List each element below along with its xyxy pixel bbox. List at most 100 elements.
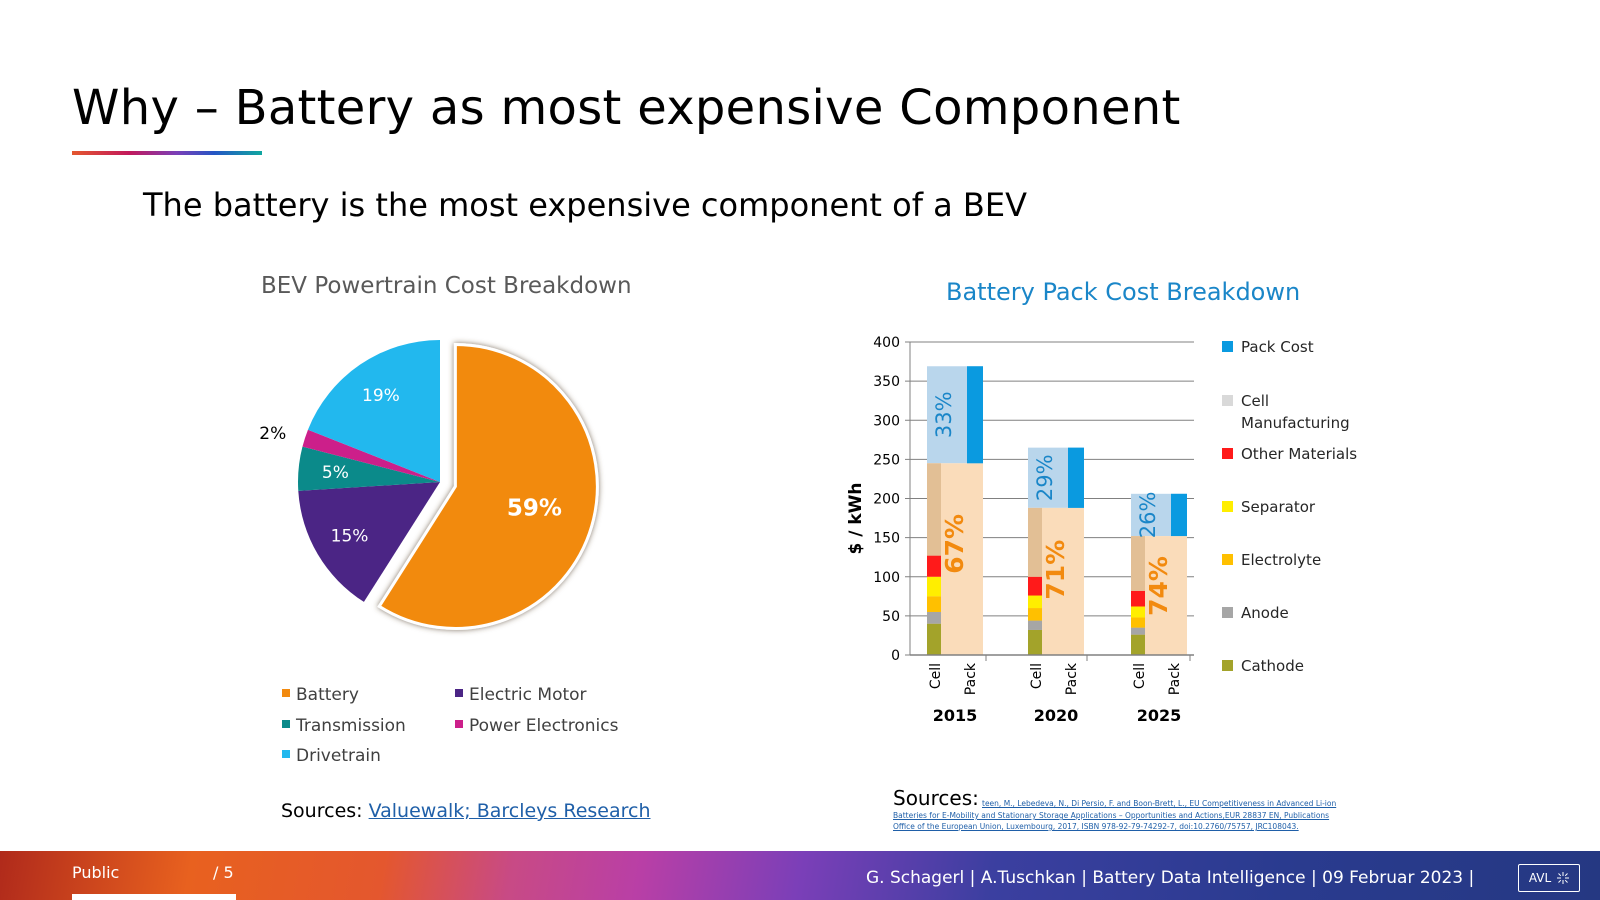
- legend-swatch-electric-motor: [455, 689, 463, 697]
- pie-chart-title: BEV Powertrain Cost Breakdown: [261, 273, 632, 299]
- bar-segment-cathode-2015: [927, 623, 941, 655]
- pie-sources-label: Sources:: [281, 800, 369, 822]
- x-sublabel-cell-2025: Cell: [1132, 663, 1148, 689]
- bar-pack-cost-2025: [1171, 493, 1187, 537]
- bar-sources-line-3[interactable]: Office of the European Union, Luxembourg…: [893, 822, 1299, 831]
- x-group-label-2025: 2025: [1137, 706, 1182, 725]
- bar-segment-cathode-2025: [1131, 634, 1145, 655]
- bar-pack-cost-2020: [1068, 447, 1084, 508]
- pie-slice-battery: [377, 342, 599, 630]
- pie-slice-power-electronics: [302, 429, 440, 482]
- bar-segment-separator-2025: [1131, 606, 1145, 618]
- pack-share-label-2015: 33%: [932, 391, 956, 438]
- sparkle-icon: [1557, 872, 1570, 884]
- pie-slice-electric-motor: [298, 482, 440, 602]
- bar-sources-line-2[interactable]: Batteries for E-Mobility and Stationary …: [893, 811, 1330, 820]
- legend-label-electric-motor: Electric Motor: [469, 685, 587, 705]
- legend-label-drivetrain: Drivetrain: [296, 746, 381, 766]
- bar-segment-anode-2025: [1131, 627, 1145, 635]
- pie-label-drivetrain: 19%: [362, 386, 400, 406]
- legend-swatch-drivetrain: [282, 750, 290, 758]
- bar-segment-anode-2015: [927, 611, 941, 624]
- bar-legend-swatch-electrolyte: [1222, 554, 1233, 565]
- slide-title: Why – Battery as most expensive Componen…: [72, 80, 1181, 136]
- legend-item-electric-motor: Electric Motor: [455, 685, 587, 705]
- footer-progress-strip: [72, 894, 236, 900]
- footer-info: G. Schagerl | A.Tuschkan | Battery Data …: [866, 868, 1475, 888]
- pie-label-power-electronics: 2%: [259, 424, 286, 444]
- bar-chart-title: Battery Pack Cost Breakdown: [946, 278, 1301, 306]
- pie-sources: Sources: Valuewalk; Barcleys Research: [281, 800, 651, 822]
- pie-label-electric-motor: 15%: [331, 526, 369, 546]
- avl-logo-text: AVL: [1528, 871, 1552, 885]
- x-sublabel-cell-2020: Cell: [1029, 663, 1045, 689]
- footer-classification: Public: [72, 863, 120, 882]
- bar-segment-cell-manufacturing-2020: [1028, 507, 1042, 577]
- legend-label-transmission: Transmission: [296, 716, 406, 736]
- cell-share-label-2025: 74%: [1144, 556, 1173, 616]
- bar-legend-swatch-separator: [1222, 501, 1233, 512]
- pie-label-battery: 59%: [507, 495, 562, 521]
- x-sublabel-pack-2025: Pack: [1167, 662, 1183, 695]
- y-tick-label: 100: [873, 570, 900, 586]
- avl-logo: AVL: [1518, 864, 1580, 892]
- bar-segment-other-materials-2015: [927, 555, 941, 577]
- footer-bar: [0, 851, 1600, 900]
- bar-segment-other-materials-2020: [1028, 576, 1042, 596]
- legend-item-transmission: Transmission: [282, 716, 406, 736]
- pie-sources-link[interactable]: Valuewalk; Barcleys Research: [368, 800, 651, 822]
- bar-legend-label-electrolyte: Electrolyte: [1241, 551, 1321, 569]
- title-underline: [72, 151, 262, 155]
- x-group-label-2020: 2020: [1034, 706, 1079, 725]
- slide-subtitle: The battery is the most expensive compon…: [143, 186, 1027, 224]
- bar-segment-electrolyte-2015: [927, 596, 941, 612]
- y-axis-label: $ / kWh: [846, 482, 866, 554]
- x-group-label-2015: 2015: [933, 706, 978, 725]
- pack-share-label-2020: 29%: [1033, 454, 1057, 501]
- legend-swatch-battery: [282, 689, 290, 697]
- bar-legend-swatch-other-materials: [1222, 448, 1233, 459]
- bar-legend-label-cell-manufacturing-line2: Manufacturing: [1241, 414, 1350, 432]
- bar-segment-cathode-2020: [1028, 629, 1042, 655]
- y-tick-label: 350: [873, 374, 900, 390]
- legend-item-battery: Battery: [282, 685, 359, 705]
- pack-share-label-2025: 26%: [1136, 492, 1160, 539]
- bar-legend-swatch-anode: [1222, 607, 1233, 618]
- bar-legend-label-separator: Separator: [1241, 498, 1316, 516]
- bar-segment-separator-2015: [927, 576, 941, 597]
- bar-segment-anode-2020: [1028, 620, 1042, 630]
- bar-sources-label: Sources:: [893, 786, 979, 810]
- bar-segment-cell-manufacturing-2015: [927, 463, 941, 556]
- bar-segment-other-materials-2025: [1131, 590, 1145, 607]
- bar-segment-separator-2020: [1028, 595, 1042, 609]
- bar-legend-label-cathode: Cathode: [1241, 657, 1304, 675]
- bar-legend-label-anode: Anode: [1241, 604, 1289, 622]
- y-tick-label: 150: [873, 531, 900, 547]
- bar-segment-electrolyte-2025: [1131, 617, 1145, 628]
- legend-swatch-power-electronics: [455, 720, 463, 728]
- pie-label-transmission: 5%: [322, 463, 349, 483]
- x-sublabel-pack-2015: Pack: [963, 662, 979, 695]
- y-tick-label: 300: [873, 413, 900, 429]
- y-tick-label: 50: [882, 609, 900, 625]
- bar-sources-line-1[interactable]: teen, M., Lebedeva, N., Di Persio, F. an…: [982, 799, 1337, 808]
- legend-item-power-electronics: Power Electronics: [455, 716, 618, 736]
- y-tick-label: 200: [873, 492, 900, 508]
- bar-legend-swatch-pack-cost: [1222, 341, 1233, 352]
- bar-segment-electrolyte-2020: [1028, 608, 1042, 621]
- bar-pack-cost-2015: [967, 366, 983, 464]
- legend-label-power-electronics: Power Electronics: [469, 716, 619, 736]
- bar-legend-label-other-materials: Other Materials: [1241, 445, 1357, 463]
- pie-slice-transmission: [298, 446, 440, 491]
- cell-share-label-2020: 71%: [1041, 540, 1070, 600]
- footer-page-number: / 5: [213, 863, 234, 882]
- legend-swatch-transmission: [282, 720, 290, 728]
- bar-legend-label-pack-cost: Pack Cost: [1241, 338, 1314, 356]
- pie-slice-drivetrain: [307, 340, 440, 482]
- legend-label-battery: Battery: [296, 685, 359, 705]
- bar-legend-swatch-cell-manufacturing: [1222, 395, 1233, 406]
- battery-pack-bar-chart: 0 50 100 150 200 250 300 350 400 $ / kWh 33% 67% Cel…: [846, 335, 1357, 725]
- bar-legend-swatch-cathode: [1222, 660, 1233, 671]
- powertrain-pie-chart: 59% 15% 5% 2% 19%: [259, 340, 599, 630]
- bar-legend-label-cell-manufacturing-line1: Cell: [1241, 392, 1269, 410]
